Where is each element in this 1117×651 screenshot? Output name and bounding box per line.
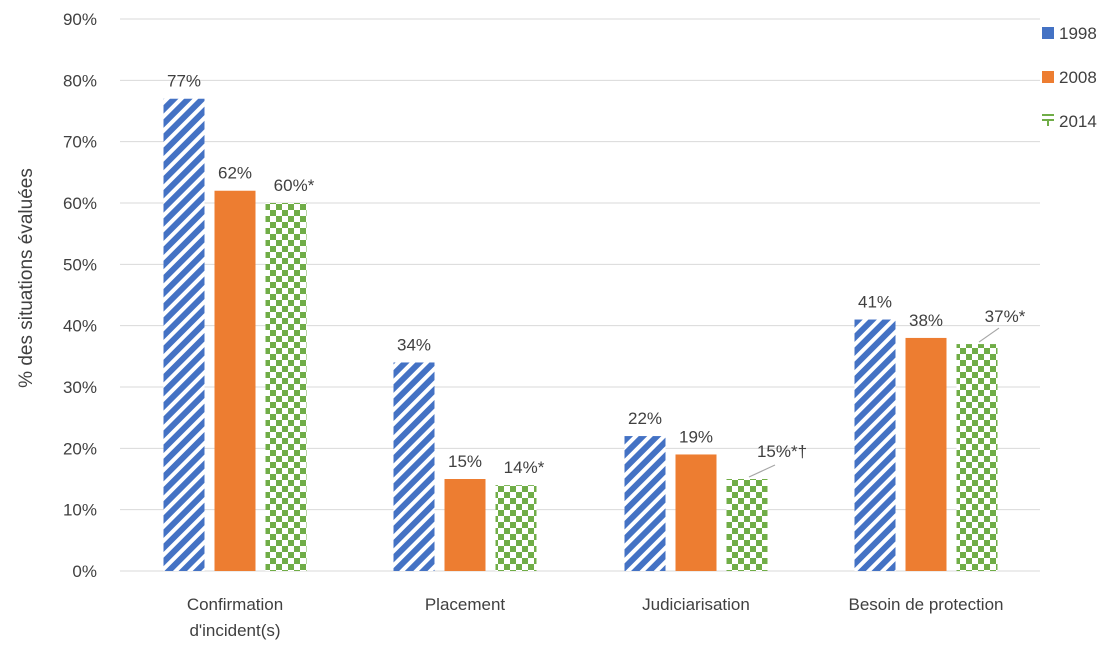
data-label-2008-1: 15% [448,452,482,471]
bar-1998-0 [163,98,205,571]
y-tick-label: 40% [63,317,97,336]
y-tick-label: 50% [63,255,97,274]
bar-1998-1 [393,362,435,571]
bars [163,98,998,571]
data-label-2014-1: 14%* [504,458,545,477]
data-label-1998-2: 22% [628,409,662,428]
y-tick-label: 60% [63,194,97,213]
legend: 1998 2008 2014 [1042,24,1097,131]
bar-2008-1 [444,479,486,571]
y-tick-label: 90% [63,10,97,29]
y-tick-label: 70% [63,133,97,152]
data-label-1998-0: 77% [167,72,201,91]
gridlines [120,18,1040,572]
data-label-2014-3: 37%* [985,307,1026,326]
data-label-2014-0: 60%* [274,176,315,195]
y-tick-label: 0% [72,562,97,581]
legend-label-2008: 2008 [1059,68,1097,87]
y-tick-label: 20% [63,439,97,458]
legend-swatch-2014 [1042,114,1054,126]
x-tick-label: d'incident(s) [189,621,280,640]
bar-2008-3 [905,337,947,571]
y-tick-label: 10% [63,501,97,520]
bar-2014-3 [956,344,998,571]
bar-2014-2 [726,479,768,571]
bar-2008-2 [675,454,717,571]
data-label-1998-1: 34% [397,335,431,354]
y-tick-label: 80% [63,71,97,90]
leader-line [748,464,776,478]
legend-label-2014: 2014 [1059,112,1097,131]
x-tick-label: Confirmation [187,595,283,614]
x-tick-label: Placement [425,595,506,614]
data-label-1998-3: 41% [858,293,892,312]
bar-2014-0 [265,203,307,571]
leader-line [978,327,1000,343]
data-label-2014-2: 15%*† [757,442,807,461]
bar-2008-0 [214,190,256,571]
y-axis-label: % des situations évaluées [16,168,37,388]
legend-swatch-1998 [1042,27,1054,39]
legend-label-1998: 1998 [1059,24,1097,43]
bar-2014-1 [495,485,537,571]
y-axis-ticks: 0% 10% 20% 30% 40% 50% 60% 70% 80% 90% [63,10,97,581]
bar-1998-3 [854,319,896,571]
y-tick-label: 30% [63,378,97,397]
data-label-2008-0: 62% [218,164,252,183]
x-axis-ticks: Confirmation d'incident(s) Placement Judici… [187,595,1004,640]
data-labels: 77% 34% 22% 41% 62% 15% 19% 38% 60%* 14%* 15%*† 37%… [167,72,1026,478]
bar-1998-2 [624,436,666,571]
data-label-2008-3: 38% [909,311,943,330]
x-tick-label: Judiciarisation [642,595,750,614]
x-tick-label: Besoin de protection [849,595,1004,614]
data-label-2008-2: 19% [679,427,713,446]
legend-swatch-2008 [1042,71,1054,83]
